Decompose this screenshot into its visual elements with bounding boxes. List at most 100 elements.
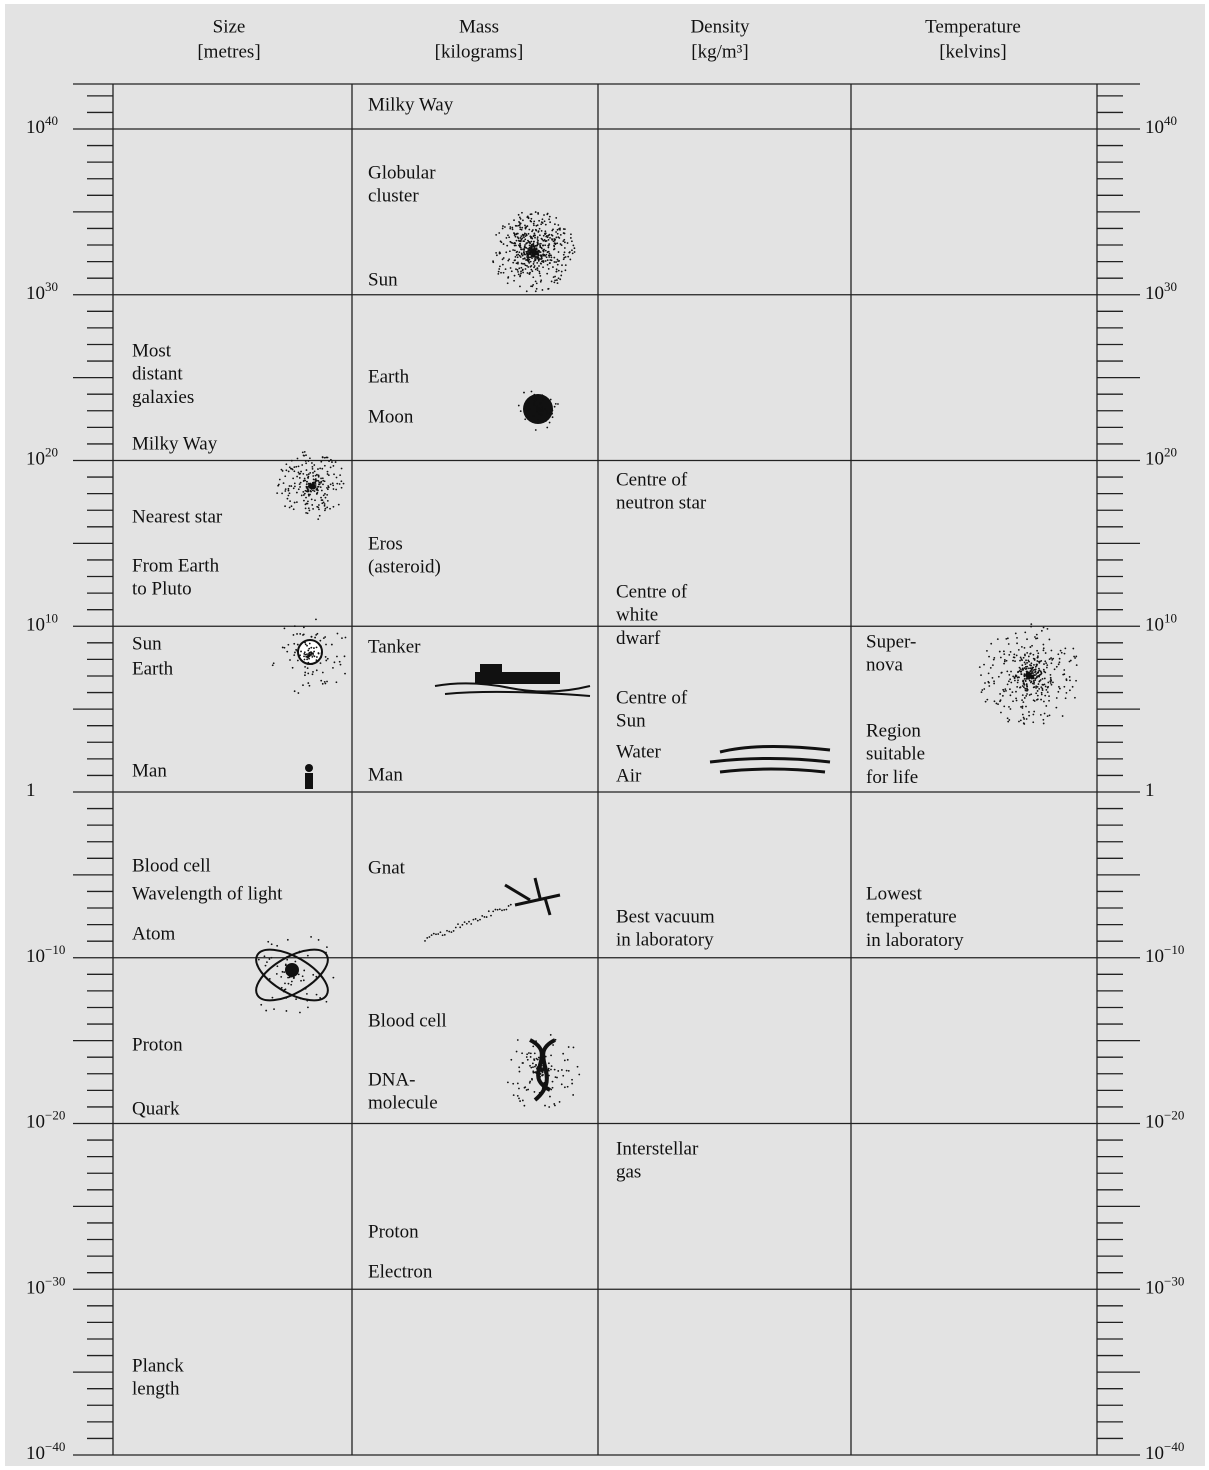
dot (533, 1071, 536, 1074)
dot (292, 977, 295, 980)
tick-label-left: 10−20 (26, 1107, 65, 1132)
dot (307, 489, 310, 491)
dot (571, 1082, 574, 1085)
dot (531, 257, 533, 260)
dot (297, 973, 300, 976)
dot (315, 993, 318, 996)
dot (1003, 659, 1006, 661)
dot (504, 268, 507, 271)
dot (305, 502, 308, 505)
dot (314, 636, 316, 639)
dot (533, 1091, 536, 1093)
dot (1025, 683, 1028, 685)
dot (509, 226, 512, 228)
dot (302, 490, 305, 493)
dot (325, 643, 327, 646)
dot (317, 504, 320, 506)
dot (1008, 673, 1011, 676)
item-label: (asteroid) (368, 557, 441, 578)
dot (546, 426, 549, 429)
dot (293, 485, 296, 488)
gnat-trail-art (446, 929, 448, 932)
dot (305, 511, 307, 514)
dot (293, 642, 296, 645)
dot (557, 236, 560, 239)
dot (1019, 659, 1021, 662)
dot (302, 626, 305, 629)
dot (1023, 686, 1025, 689)
dot (564, 228, 566, 230)
dot (331, 461, 333, 463)
dot (1040, 659, 1043, 662)
dot (1023, 723, 1026, 725)
dot (1043, 670, 1046, 673)
dot (524, 224, 526, 227)
dot (519, 246, 522, 249)
dot (993, 680, 995, 683)
dot (541, 289, 544, 291)
dot (285, 463, 288, 466)
dot (564, 269, 567, 272)
dot (291, 965, 294, 968)
dot (279, 960, 282, 962)
dot (543, 248, 545, 251)
dot (336, 482, 339, 485)
dot (531, 229, 534, 231)
dot (529, 1080, 532, 1083)
tick-exponent: −10 (1164, 942, 1184, 957)
dot (1021, 669, 1023, 671)
dot (528, 251, 531, 253)
tick-label-right: 1030 (1145, 279, 1177, 304)
dot (289, 467, 292, 470)
tick-exponent: −20 (45, 1107, 65, 1122)
item-label: Atom (132, 923, 176, 944)
item-label: white (616, 605, 658, 626)
dot (290, 975, 293, 978)
dot (1071, 685, 1074, 688)
dot (306, 658, 308, 661)
dot (502, 243, 505, 245)
dot (550, 280, 553, 283)
dot (554, 402, 557, 405)
dot (310, 483, 313, 486)
dot (551, 409, 554, 412)
dot (548, 256, 551, 258)
dot (304, 507, 307, 510)
dot (562, 1052, 565, 1055)
dot (1032, 672, 1034, 675)
dot (506, 244, 509, 247)
dot (1058, 661, 1061, 664)
dot (501, 258, 504, 261)
dot (302, 634, 304, 636)
dot (522, 248, 525, 251)
dot (1061, 715, 1064, 717)
dot (1040, 686, 1043, 689)
dot (1023, 647, 1026, 649)
dot (991, 664, 994, 667)
dot (541, 406, 543, 409)
dot (325, 951, 327, 954)
dot (567, 1046, 570, 1048)
tick-base: 10 (26, 449, 45, 470)
dot (1040, 698, 1042, 701)
dot (1017, 648, 1020, 651)
dot (521, 269, 524, 272)
tick-exponent: −40 (1164, 1439, 1184, 1454)
dot (540, 413, 543, 416)
dot (519, 285, 521, 288)
dot (551, 1080, 554, 1083)
dot (553, 261, 556, 263)
tick-base: 10 (26, 117, 45, 138)
dot (993, 682, 996, 685)
dot (984, 682, 986, 684)
dot (1014, 632, 1017, 635)
dot (528, 246, 531, 249)
dot (534, 1065, 536, 1068)
dot (333, 473, 335, 476)
dot (1012, 659, 1014, 662)
dot (326, 506, 329, 509)
dot (516, 232, 519, 235)
dot (562, 1074, 565, 1077)
dot (526, 272, 529, 274)
dot (520, 235, 523, 238)
